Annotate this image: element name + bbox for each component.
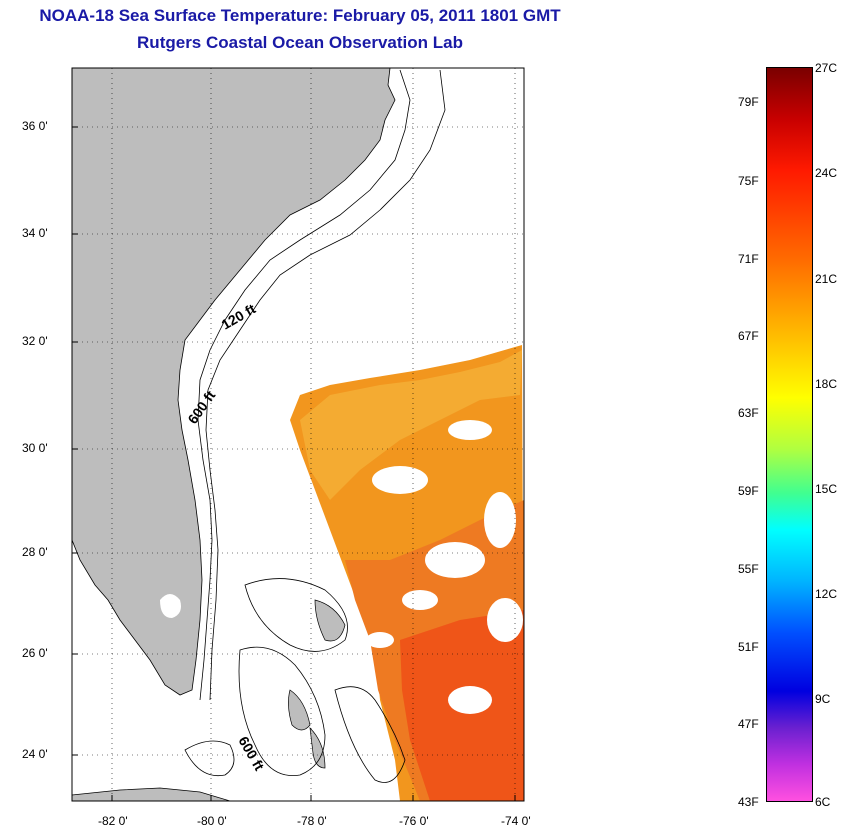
lat-label: 30 0' xyxy=(22,441,48,455)
cloud-gap xyxy=(448,686,492,714)
isobath-bahamas xyxy=(334,686,406,783)
colorbar-c-label: 27C xyxy=(815,61,838,75)
colorbar-f-label: 55F xyxy=(738,562,759,576)
map-frame xyxy=(71,67,525,802)
colorbar-c-label: 21C xyxy=(815,272,838,286)
land-bahamas xyxy=(314,599,346,642)
lon-label: -76 0' xyxy=(399,814,429,828)
isobath-bahamas xyxy=(244,578,348,652)
lon-label: -82 0' xyxy=(98,814,128,828)
lon-label: -74 0' xyxy=(501,814,531,828)
isobath-120ft xyxy=(197,69,411,701)
colorbar-c-label: 15C xyxy=(815,482,838,496)
colorbar-f-label: 63F xyxy=(738,406,759,420)
cloud-gap xyxy=(448,420,492,440)
colorbar-c-label: 9C xyxy=(815,692,831,706)
lat-label: 32 0' xyxy=(22,334,48,348)
colorbar-c-label: 12C xyxy=(815,587,838,601)
lat-label: 24 0' xyxy=(22,747,48,761)
isobath-bahamas xyxy=(238,646,326,777)
isobath-600ft xyxy=(205,69,446,701)
land-bahamas xyxy=(309,727,326,769)
cloud-gap xyxy=(487,598,523,642)
colorbar-c-label: 18C xyxy=(815,377,838,391)
lat-label: 26 0' xyxy=(22,646,48,660)
cloud-gap xyxy=(484,492,516,548)
sst-swath-cool xyxy=(300,350,522,500)
lon-label: -78 0' xyxy=(297,814,327,828)
land-mainland xyxy=(72,68,396,696)
cloud-gap xyxy=(366,632,394,648)
colorbar-f-label: 67F xyxy=(738,329,759,343)
lat-label: 36 0' xyxy=(22,119,48,133)
cloud-gap xyxy=(372,466,428,494)
colorbar-f-label: 59F xyxy=(738,484,759,498)
land-bahamas xyxy=(288,689,311,731)
colorbar-f-label: 79F xyxy=(738,95,759,109)
map-title: NOAA-18 Sea Surface Temperature: Februar… xyxy=(39,6,561,25)
colorbar-f-label: 71F xyxy=(738,252,759,266)
cloud-gap xyxy=(402,590,438,610)
map-subtitle: Rutgers Coastal Ocean Observation Lab xyxy=(137,33,463,52)
colorbar-c-label: 6C xyxy=(815,795,831,809)
colorbar-c-label: 24C xyxy=(815,166,838,180)
isobath-bahamas xyxy=(184,740,235,777)
lat-label: 34 0' xyxy=(22,226,48,240)
axis-ticks xyxy=(72,126,516,801)
land-lake xyxy=(160,594,181,618)
temperature-colorbar xyxy=(766,67,813,802)
colorbar-f-label: 43F xyxy=(738,795,759,809)
colorbar-f-label: 47F xyxy=(738,717,759,731)
colorbar-f-label: 75F xyxy=(738,174,759,188)
graticule xyxy=(72,68,524,801)
colorbar-f-label: 51F xyxy=(738,640,759,654)
cloud-gap xyxy=(425,542,485,578)
lon-label: -80 0' xyxy=(197,814,227,828)
lat-label: 28 0' xyxy=(22,545,48,559)
